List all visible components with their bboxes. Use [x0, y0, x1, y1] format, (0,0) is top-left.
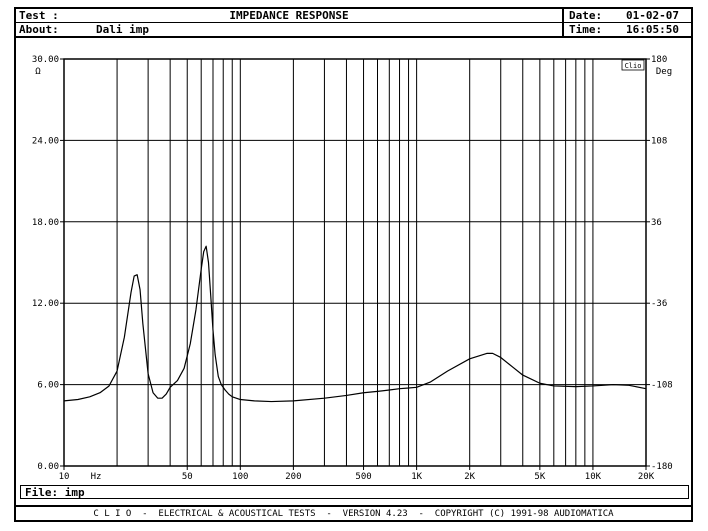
file-row: File: imp [20, 485, 689, 499]
date-value: 01-02-07 [626, 9, 679, 22]
x-tick-label: 1K [411, 472, 422, 482]
x-tick-label: 50 [182, 472, 193, 482]
x-tick-label: 5K [534, 472, 545, 482]
file-label: File: imp [25, 486, 85, 499]
file-value: imp [64, 486, 85, 499]
y2-tick-label: 180 [651, 55, 667, 65]
footer-text: C L I O - ELECTRICAL & ACOUSTICAL TESTS … [93, 509, 614, 519]
x-tick-label: 2K [464, 472, 475, 482]
y-tick-label: 12.00 [32, 299, 59, 309]
y-tick-label: 24.00 [32, 136, 59, 146]
x-tick-label: 10K [585, 472, 602, 482]
x-tick-label: 10 [59, 472, 70, 482]
page-title: IMPEDANCE RESPONSE [229, 9, 349, 22]
test-label: Test : [19, 9, 59, 22]
date-label: Date: [569, 9, 603, 22]
about-value: Dali imp [96, 23, 149, 36]
time-value: 16:05:50 [626, 23, 679, 36]
report-header: Test : IMPEDANCE RESPONSE About: Dali im… [16, 9, 691, 38]
impedance-curve [63, 245, 647, 403]
y-unit-label: Ω [35, 67, 41, 77]
plot-border [63, 58, 647, 467]
x-tick-label: 100 [232, 472, 248, 482]
clio-badge-text: Clio [625, 62, 642, 70]
y-tick-label: 6.00 [37, 381, 59, 391]
footer-banner: C L I O - ELECTRICAL & ACOUSTICAL TESTS … [16, 505, 691, 522]
x-tick-label: 500 [355, 472, 371, 482]
impedance-chart-area: 0.00 6.00 12.00 18.00 24.00 30.00 -180 -108 -36 3… [16, 38, 691, 487]
header-divider [562, 9, 564, 36]
y2-tick-label: 108 [651, 136, 667, 146]
clio-badge [621, 59, 645, 71]
y-tick-label: 18.00 [32, 218, 59, 228]
impedance-chart: 0.00 6.00 12.00 18.00 24.00 30.00 -180 -108 -36 3… [32, 55, 673, 482]
clio-report-frame: Test : IMPEDANCE RESPONSE About: Dali im… [14, 7, 693, 522]
time-label: Time: [569, 23, 603, 36]
y2-tick-label: 36 [651, 218, 662, 228]
header-row-divider-right [564, 22, 691, 23]
x-tick-label: 20K [638, 472, 655, 482]
x-tick-label: 200 [285, 472, 301, 482]
y-tick-label: 30.00 [32, 55, 59, 65]
y2-tick-label: -108 [651, 381, 673, 391]
y2-tick-label: -180 [651, 462, 673, 472]
y2-unit-label: Deg [656, 67, 672, 77]
y-tick-label: 0.00 [37, 462, 59, 472]
header-row-divider [16, 22, 562, 23]
about-label: About: [19, 23, 59, 36]
x-unit-label: Hz [91, 472, 102, 482]
y2-tick-label: -36 [651, 299, 667, 309]
